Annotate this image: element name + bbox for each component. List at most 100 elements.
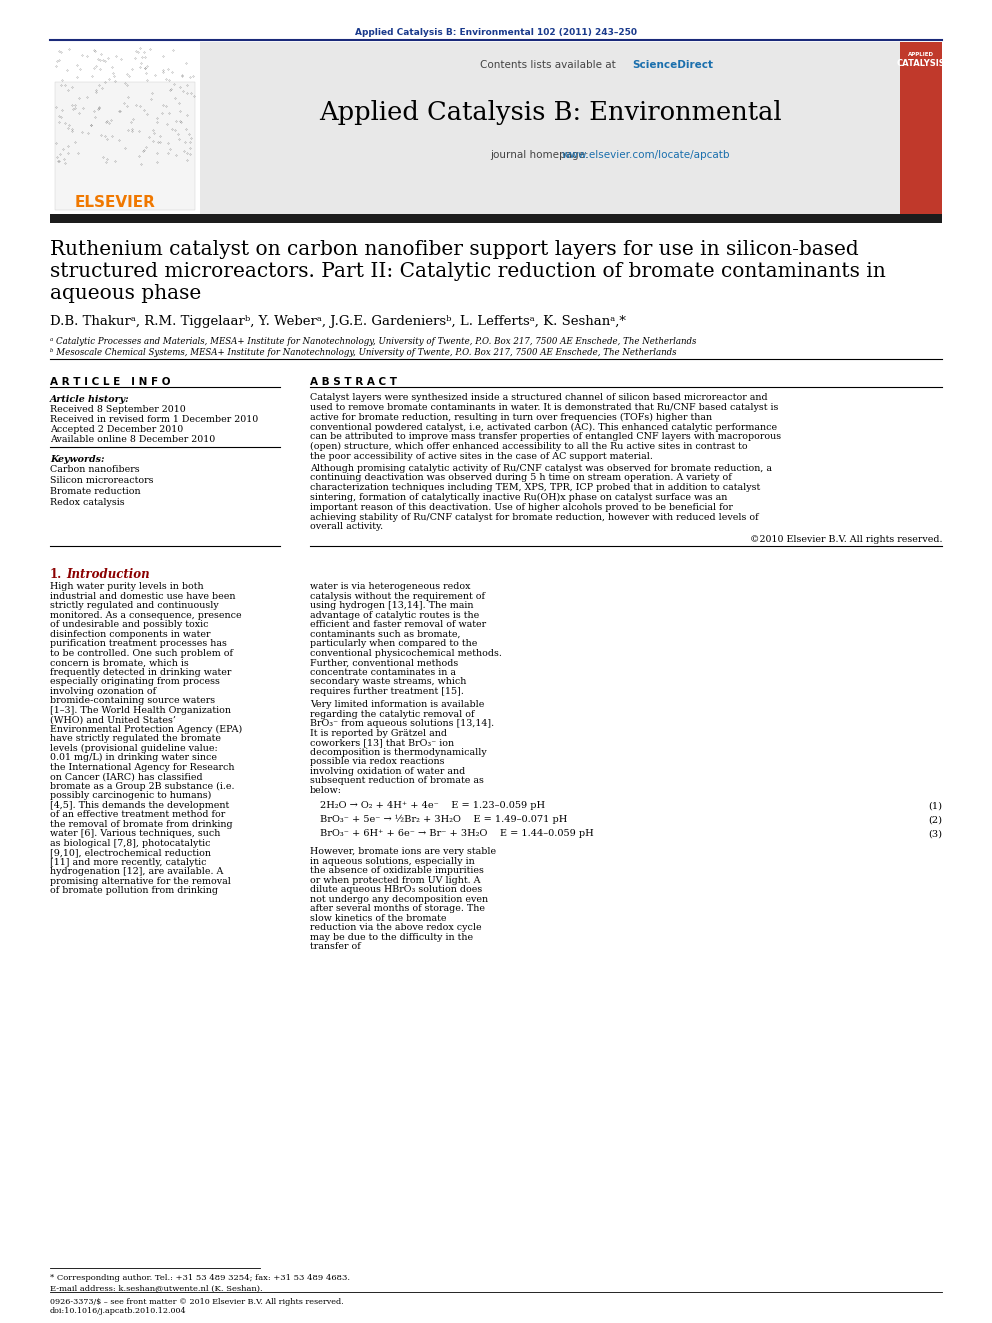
Text: especially originating from process: especially originating from process xyxy=(50,677,220,687)
Text: concern is bromate, which is: concern is bromate, which is xyxy=(50,659,188,667)
Text: Carbon nanofibers: Carbon nanofibers xyxy=(50,464,140,474)
Text: catalysis without the requirement of: catalysis without the requirement of xyxy=(310,591,485,601)
Text: Available online 8 December 2010: Available online 8 December 2010 xyxy=(50,435,215,445)
Text: concentrate contaminates in a: concentrate contaminates in a xyxy=(310,668,456,676)
Text: (2): (2) xyxy=(928,815,942,824)
Text: ©2010 Elsevier B.V. All rights reserved.: ©2010 Elsevier B.V. All rights reserved. xyxy=(750,536,942,544)
Text: requires further treatment [15].: requires further treatment [15]. xyxy=(310,687,464,696)
Text: used to remove bromate contaminants in water. It is demonstrated that Ru/CNF bas: used to remove bromate contaminants in w… xyxy=(310,402,779,411)
Text: Accepted 2 December 2010: Accepted 2 December 2010 xyxy=(50,425,184,434)
Text: www.elsevier.com/locate/apcatb: www.elsevier.com/locate/apcatb xyxy=(562,149,730,160)
Text: decomposition is thermodynamically: decomposition is thermodynamically xyxy=(310,747,487,757)
Text: Received in revised form 1 December 2010: Received in revised form 1 December 2010 xyxy=(50,415,258,423)
Text: the absence of oxidizable impurities: the absence of oxidizable impurities xyxy=(310,867,484,876)
Text: Contents lists available at: Contents lists available at xyxy=(480,60,619,70)
Text: water is via heterogeneous redox: water is via heterogeneous redox xyxy=(310,582,470,591)
Text: efficient and faster removal of water: efficient and faster removal of water xyxy=(310,620,486,630)
Text: [9,10], electrochemical reduction: [9,10], electrochemical reduction xyxy=(50,848,211,857)
Text: disinfection components in water: disinfection components in water xyxy=(50,630,210,639)
Text: journal homepage:: journal homepage: xyxy=(490,149,592,160)
Text: [11] and more recently, catalytic: [11] and more recently, catalytic xyxy=(50,857,206,867)
Text: possible via redox reactions: possible via redox reactions xyxy=(310,757,444,766)
Text: (3): (3) xyxy=(928,830,942,839)
Text: BrO₃⁻ + 5e⁻ → ½Br₂ + 3H₂O    E = 1.49–0.071 pH: BrO₃⁻ + 5e⁻ → ½Br₂ + 3H₂O E = 1.49–0.071… xyxy=(320,815,567,824)
Text: below:: below: xyxy=(310,786,342,795)
Text: as biological [7,8], photocatalytic: as biological [7,8], photocatalytic xyxy=(50,839,210,848)
Text: using hydrogen [13,14]. The main: using hydrogen [13,14]. The main xyxy=(310,601,473,610)
Text: ᵇ Mesoscale Chemical Systems, MESA+ Institute for Nanotechnology, University of : ᵇ Mesoscale Chemical Systems, MESA+ Inst… xyxy=(50,348,677,357)
Text: slow kinetics of the bromate: slow kinetics of the bromate xyxy=(310,914,446,922)
Text: Applied Catalysis B: Environmental 102 (2011) 243–250: Applied Catalysis B: Environmental 102 (… xyxy=(355,28,637,37)
Text: Received 8 September 2010: Received 8 September 2010 xyxy=(50,405,186,414)
Bar xyxy=(900,42,942,216)
Text: Article history:: Article history: xyxy=(50,396,130,404)
Text: 1.: 1. xyxy=(50,568,62,581)
Text: * Corresponding author. Tel.: +31 53 489 3254; fax: +31 53 489 4683.: * Corresponding author. Tel.: +31 53 489… xyxy=(50,1274,350,1282)
Text: can be attributed to improve mass transfer properties of entangled CNF layers wi: can be attributed to improve mass transf… xyxy=(310,433,781,441)
Text: Ruthenium catalyst on carbon nanofiber support layers for use in silicon-based: Ruthenium catalyst on carbon nanofiber s… xyxy=(50,239,859,259)
Text: aqueous phase: aqueous phase xyxy=(50,284,201,303)
Bar xyxy=(50,214,942,224)
Text: contaminants such as bromate,: contaminants such as bromate, xyxy=(310,630,460,639)
Text: dilute aqueous HBrO₃ solution does: dilute aqueous HBrO₃ solution does xyxy=(310,885,482,894)
Text: involving oxidation of water and: involving oxidation of water and xyxy=(310,767,465,775)
Text: conventional physicochemical methods.: conventional physicochemical methods. xyxy=(310,648,502,658)
Text: continuing deactivation was observed during 5 h time on stream operation. A vari: continuing deactivation was observed dur… xyxy=(310,474,732,483)
Text: hydrogenation [12], are available. A: hydrogenation [12], are available. A xyxy=(50,867,223,876)
Text: Very limited information is available: Very limited information is available xyxy=(310,700,484,709)
Text: levels (provisional guideline value:: levels (provisional guideline value: xyxy=(50,744,218,753)
Text: advantage of catalytic routes is the: advantage of catalytic routes is the xyxy=(310,611,479,619)
Text: ScienceDirect: ScienceDirect xyxy=(632,60,713,70)
Text: achieving stability of Ru/CNF catalyst for bromate reduction, however with reduc: achieving stability of Ru/CNF catalyst f… xyxy=(310,512,759,521)
Text: the removal of bromate from drinking: the removal of bromate from drinking xyxy=(50,820,233,828)
Bar xyxy=(50,42,200,216)
Text: subsequent reduction of bromate as: subsequent reduction of bromate as xyxy=(310,777,484,785)
Text: after several months of storage. The: after several months of storage. The xyxy=(310,904,485,913)
Text: particularly when compared to the: particularly when compared to the xyxy=(310,639,477,648)
Text: Silicon microreactors: Silicon microreactors xyxy=(50,476,154,486)
Text: active for bromate reduction, resulting in turn over frequencies (TOFs) higher t: active for bromate reduction, resulting … xyxy=(310,413,712,422)
Text: not undergo any decomposition even: not undergo any decomposition even xyxy=(310,894,488,904)
Text: monitored. As a consequence, presence: monitored. As a consequence, presence xyxy=(50,611,242,619)
Text: 0.01 mg/L) in drinking water since: 0.01 mg/L) in drinking water since xyxy=(50,753,217,762)
Text: (WHO) and United States’: (WHO) and United States’ xyxy=(50,716,176,724)
Text: regarding the catalytic removal of: regarding the catalytic removal of xyxy=(310,709,474,718)
Text: frequently detected in drinking water: frequently detected in drinking water xyxy=(50,668,231,676)
Text: (open) structure, which offer enhanced accessibility to all the Ru active sites : (open) structure, which offer enhanced a… xyxy=(310,442,748,451)
Text: ELSEVIER: ELSEVIER xyxy=(75,194,156,210)
Text: A R T I C L E   I N F O: A R T I C L E I N F O xyxy=(50,377,171,388)
Text: D.B. Thakurᵃ, R.M. Tiggelaarᵇ, Y. Weberᵃ, J.G.E. Gardeniersᵇ, L. Leffertsᵃ, K. S: D.B. Thakurᵃ, R.M. Tiggelaarᵇ, Y. Weberᵃ… xyxy=(50,315,626,328)
Text: promising alternative for the removal: promising alternative for the removal xyxy=(50,877,231,885)
Text: However, bromate ions are very stable: However, bromate ions are very stable xyxy=(310,847,496,856)
Text: water [6]. Various techniques, such: water [6]. Various techniques, such xyxy=(50,830,220,839)
Text: Bromate reduction: Bromate reduction xyxy=(50,487,141,496)
Text: conventional powdered catalyst, i.e, activated carbon (AC). This enhanced cataly: conventional powdered catalyst, i.e, act… xyxy=(310,422,777,431)
Text: Redox catalysis: Redox catalysis xyxy=(50,497,125,507)
Text: secondary waste streams, which: secondary waste streams, which xyxy=(310,677,466,687)
Text: CATALYSIS: CATALYSIS xyxy=(897,60,945,67)
Text: of bromate pollution from drinking: of bromate pollution from drinking xyxy=(50,886,218,896)
Text: (1): (1) xyxy=(928,802,942,810)
Text: ᵃ Catalytic Processes and Materials, MESA+ Institute for Nanotechnology, Univers: ᵃ Catalytic Processes and Materials, MES… xyxy=(50,337,696,347)
Text: [1–3]. The World Health Organization: [1–3]. The World Health Organization xyxy=(50,705,231,714)
Text: have strictly regulated the bromate: have strictly regulated the bromate xyxy=(50,734,221,744)
Text: High water purity levels in both: High water purity levels in both xyxy=(50,582,203,591)
Text: bromate as a Group 2B substance (i.e.: bromate as a Group 2B substance (i.e. xyxy=(50,782,234,791)
Bar xyxy=(55,82,195,210)
Text: of undesirable and possibly toxic: of undesirable and possibly toxic xyxy=(50,620,208,630)
Text: strictly regulated and continuously: strictly regulated and continuously xyxy=(50,601,219,610)
Text: Environmental Protection Agency (EPA): Environmental Protection Agency (EPA) xyxy=(50,725,242,734)
Text: industrial and domestic use have been: industrial and domestic use have been xyxy=(50,591,235,601)
Text: or when protected from UV light. A: or when protected from UV light. A xyxy=(310,876,480,885)
Text: [4,5]. This demands the development: [4,5]. This demands the development xyxy=(50,800,229,810)
Text: the International Agency for Research: the International Agency for Research xyxy=(50,762,234,771)
Text: important reason of this deactivation. Use of higher alcohols proved to be benef: important reason of this deactivation. U… xyxy=(310,503,733,512)
Text: bromide-containing source waters: bromide-containing source waters xyxy=(50,696,215,705)
Text: involving ozonation of: involving ozonation of xyxy=(50,687,156,696)
Text: Applied Catalysis B: Environmental: Applied Catalysis B: Environmental xyxy=(318,101,782,124)
Text: of an effective treatment method for: of an effective treatment method for xyxy=(50,810,225,819)
Text: reduction via the above redox cycle: reduction via the above redox cycle xyxy=(310,923,482,933)
Text: Keywords:: Keywords: xyxy=(50,455,104,464)
Text: BrO₃⁻ from aqueous solutions [13,14].: BrO₃⁻ from aqueous solutions [13,14]. xyxy=(310,720,494,728)
Text: characterization techniques including TEM, XPS, TPR, ICP probed that in addition: characterization techniques including TE… xyxy=(310,483,760,492)
